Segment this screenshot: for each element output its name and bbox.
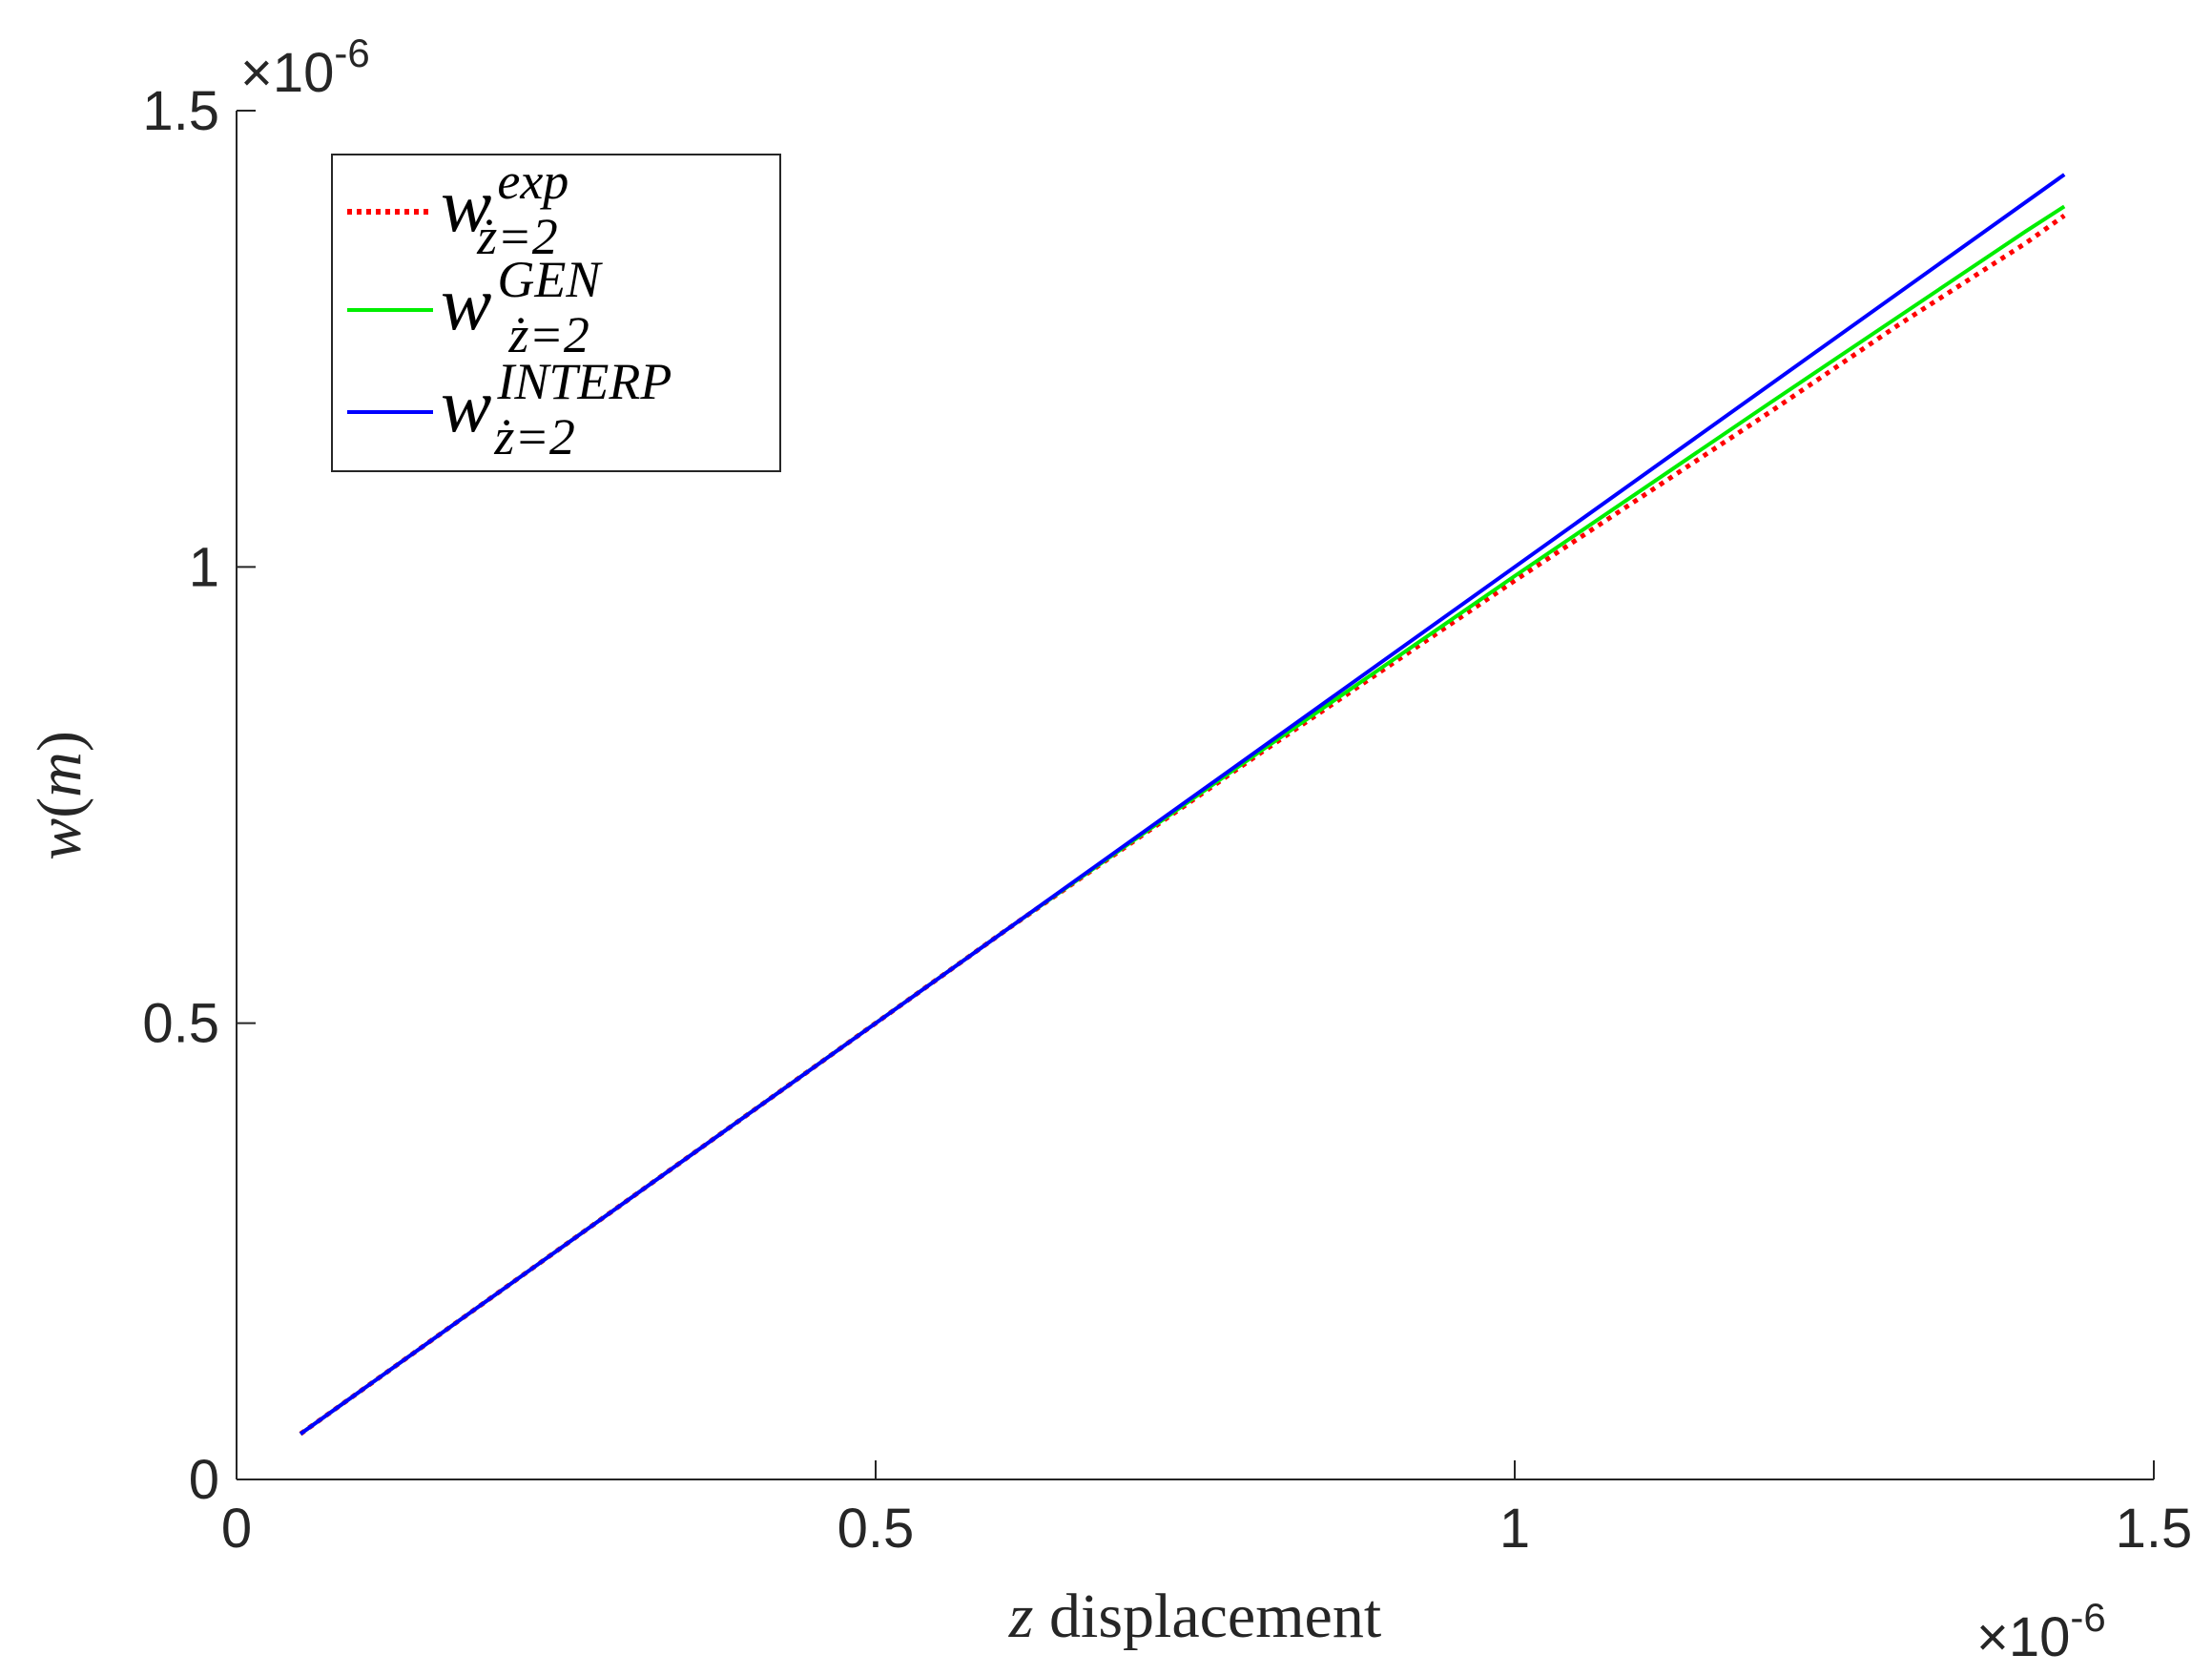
y-exponent-label: ×10-6 xyxy=(240,31,370,104)
y-tick-label: 1 xyxy=(189,536,219,598)
series-line-interp xyxy=(299,173,2066,1436)
legend: w exp ż=2w GEN ż=2w INTERP ż=2 xyxy=(331,153,781,472)
y-axis-title: w(m) xyxy=(25,731,94,860)
x-tick-label: 1.5 xyxy=(2116,1498,2193,1560)
series-layer xyxy=(299,173,2066,1437)
legend-label-gen: w GEN ż=2 xyxy=(441,251,603,363)
y-tick-label: 1.5 xyxy=(142,80,219,142)
y-tick-label: 0 xyxy=(189,1449,219,1511)
axes-layer: 0 0.5 1 1.5 0 0.5 1 1.5 xyxy=(142,80,2192,1560)
legend-label-interp: w INTERP ż=2 xyxy=(441,353,672,465)
x-axis-title: z displacement xyxy=(1008,1582,1381,1651)
y-tick-label: 0.5 xyxy=(142,993,219,1055)
x-tick-label: 1 xyxy=(1499,1498,1530,1560)
x-exponent-label: ×10-6 xyxy=(1976,1595,2106,1668)
x-tick-label: 0.5 xyxy=(837,1498,915,1560)
legend-label-exp: w exp ż=2 xyxy=(441,153,569,265)
x-tick-label: 0 xyxy=(221,1498,252,1560)
legend-box xyxy=(331,154,781,472)
labels-layer: ×10-6 ×10-6 z displacement w(m) xyxy=(25,31,2106,1668)
